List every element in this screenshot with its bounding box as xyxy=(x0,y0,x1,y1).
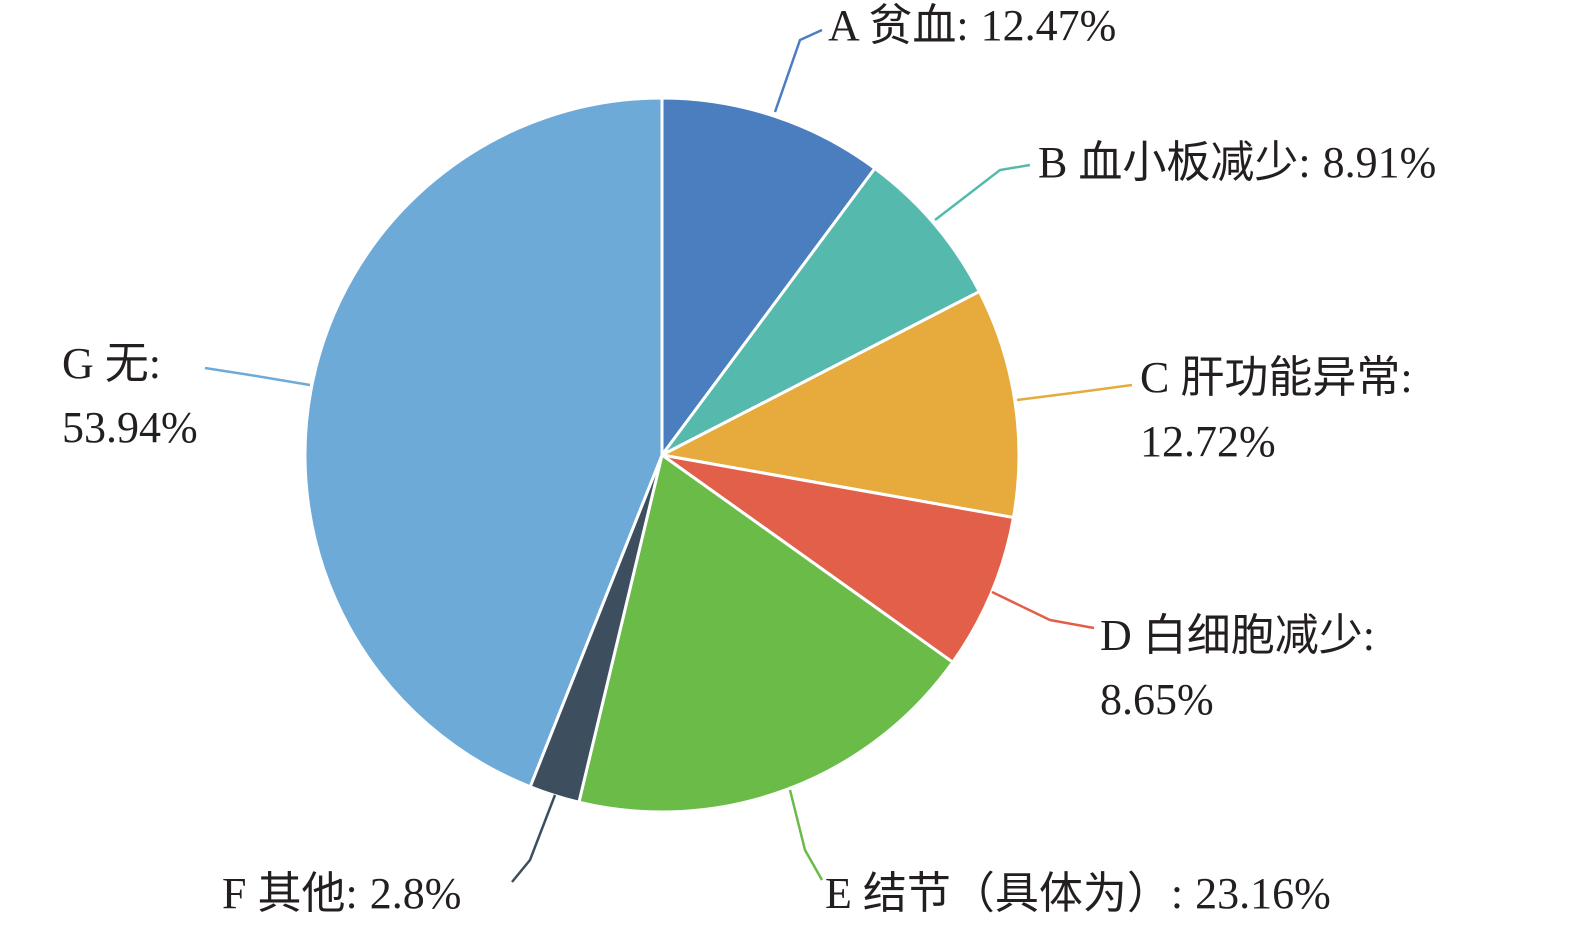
leader-line xyxy=(934,163,1031,221)
value-label: 12.72% xyxy=(1140,417,1276,466)
value-label: 53.94% xyxy=(62,403,198,452)
data-label: D 白细胞减少: 8.65% xyxy=(1100,611,1375,724)
category-label: A 贫血: xyxy=(828,1,969,50)
value-label: 2.8% xyxy=(370,869,462,918)
pie-slice xyxy=(660,96,877,460)
pie-slice xyxy=(660,166,982,457)
category-label: B 血小板减少: xyxy=(1038,138,1311,187)
pie-slice xyxy=(661,453,1016,665)
pie-slice xyxy=(577,452,955,814)
leader-line xyxy=(991,590,1095,630)
category-label: D 白细胞减少: xyxy=(1100,611,1375,660)
category-label: G 无: xyxy=(62,339,161,388)
leader-line xyxy=(1016,383,1133,402)
leader-line xyxy=(773,28,823,113)
category-label: C 肝功能异常: xyxy=(1140,353,1413,402)
value-label: 23.16% xyxy=(1195,869,1331,918)
category-label: F 其他: xyxy=(222,869,358,918)
pie-slice xyxy=(657,289,1021,520)
leader-line xyxy=(511,794,557,883)
data-label: B 血小板减少: 8.91% xyxy=(1038,138,1436,187)
data-label: G 无: 53.94% xyxy=(62,339,198,452)
data-label: C 肝功能异常: 12.72% xyxy=(1140,353,1413,466)
value-label: 8.91% xyxy=(1323,138,1437,187)
data-label: A 贫血: 12.47% xyxy=(828,1,1116,50)
pie-slice xyxy=(303,96,664,789)
leader-line xyxy=(788,789,824,881)
data-label: E 结节（具体为）: 23.16% xyxy=(825,869,1331,918)
value-label: 12.47% xyxy=(981,1,1117,50)
value-label: 8.65% xyxy=(1100,675,1214,724)
leader-line xyxy=(204,366,311,387)
data-label: F 其他: 2.8% xyxy=(222,869,461,918)
category-label: E 结节（具体为）: xyxy=(825,869,1183,918)
